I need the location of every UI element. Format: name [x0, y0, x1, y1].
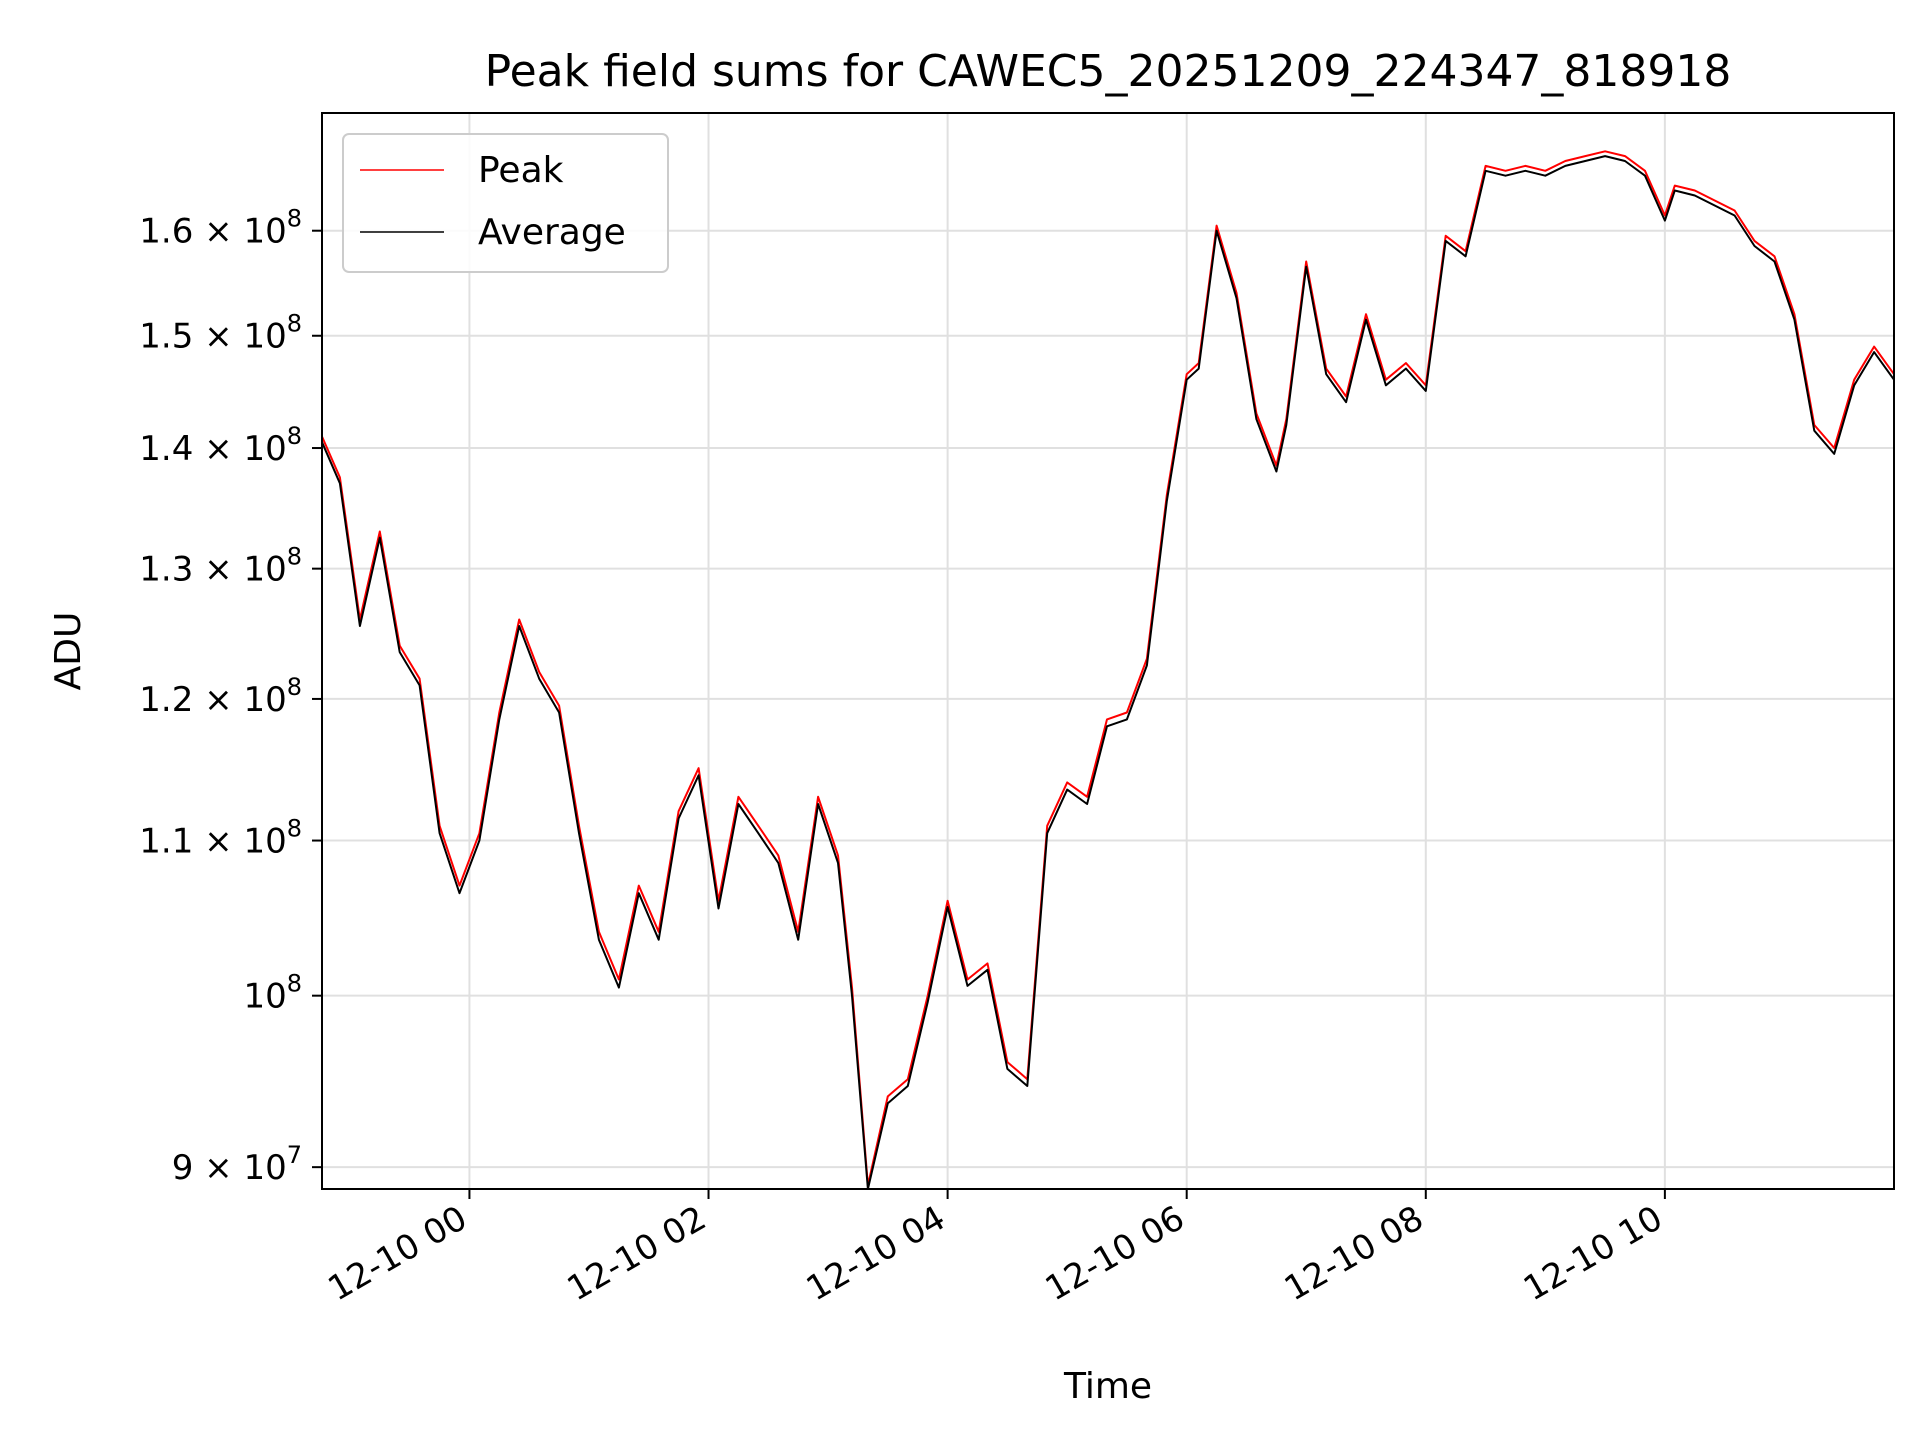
y-tick-exponent: 8 — [287, 205, 302, 233]
y-tick-label: 1.3 × 108 — [139, 543, 302, 590]
y-tick-label: 9 × 107 — [172, 1141, 302, 1188]
series-line-average — [321, 155, 1895, 1190]
y-tick-exponent: 8 — [287, 815, 302, 843]
y-tick-mantissa: 1.4 × 10 — [139, 429, 286, 469]
y-axis-label: ADU — [48, 612, 89, 691]
y-tick-label: 1.5 × 108 — [139, 310, 302, 357]
y-tick-mantissa: 1.2 × 10 — [139, 680, 286, 720]
y-tick-mantissa: 1.6 × 10 — [139, 212, 286, 252]
y-tick-mantissa: 10 — [243, 977, 286, 1017]
legend-box — [342, 133, 669, 273]
legend: Peak Average — [342, 133, 669, 273]
y-tick-exponent: 8 — [287, 673, 302, 701]
legend-label-peak: Peak — [478, 150, 564, 191]
y-tick-exponent: 8 — [287, 422, 302, 450]
y-tick-label: 1.1 × 108 — [139, 815, 302, 862]
plot-frame — [321, 112, 1895, 1190]
y-tick-label: 1.2 × 108 — [139, 673, 302, 720]
y-tick-label: 1.6 × 108 — [139, 205, 302, 252]
y-tick-label: 1.4 × 108 — [139, 422, 302, 469]
y-tick-exponent: 7 — [287, 1141, 302, 1169]
y-tick-exponent: 8 — [287, 310, 302, 338]
chart-title: Peak field sums for CAWEC5_20251209_2243… — [485, 46, 1732, 97]
x-axis-label: Time — [1063, 1366, 1152, 1407]
y-tick-exponent: 8 — [287, 543, 302, 571]
y-tick-mantissa: 9 × 10 — [172, 1148, 287, 1188]
series-line-peak — [321, 150, 1895, 1187]
legend-label-average: Average — [478, 212, 626, 253]
series-group — [321, 150, 1895, 1190]
y-tick-label: 108 — [243, 970, 302, 1017]
y-tick-exponent: 8 — [287, 970, 302, 998]
y-tick-mantissa: 1.5 × 10 — [139, 317, 286, 357]
y-tick-mantissa: 1.1 × 10 — [139, 822, 286, 862]
y-tick-mantissa: 1.3 × 10 — [139, 550, 286, 590]
